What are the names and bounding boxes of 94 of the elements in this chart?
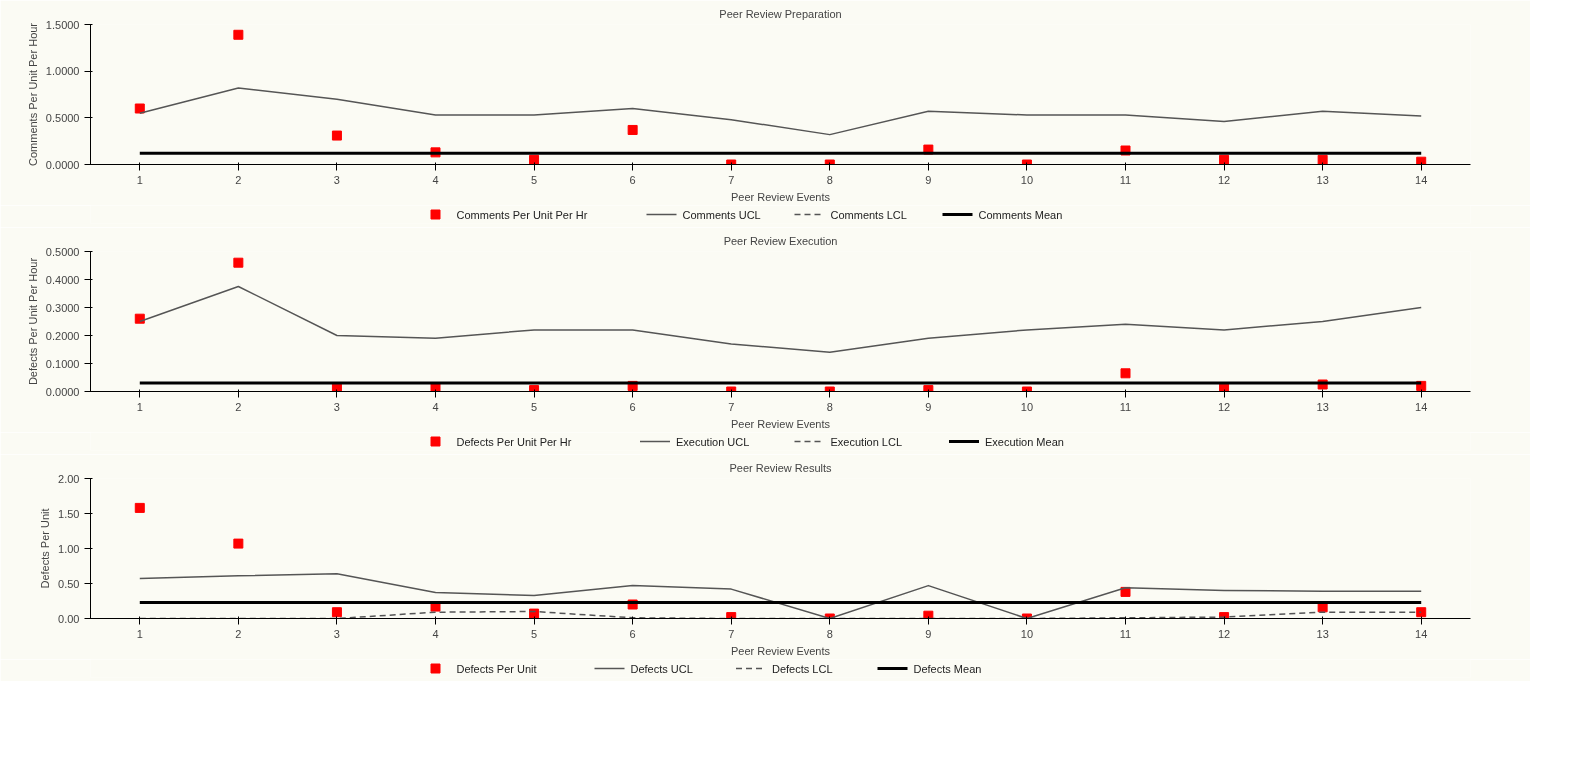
legend-label: Defects Mean (913, 662, 982, 675)
chart-title: Peer Review Results (729, 461, 833, 474)
legend-label: Defects UCL (630, 662, 693, 675)
y-tick-label: 0.0000 (45, 158, 80, 171)
x-tick-label: 4 (432, 173, 439, 186)
y-axis-title: Defects Per Unit (39, 508, 52, 589)
point (529, 154, 540, 165)
x-tick-label: 3 (333, 400, 340, 413)
point (627, 124, 638, 135)
x-tick-label: 2 (235, 627, 242, 640)
y-tick-label: 1.5000 (45, 18, 80, 31)
y-tick-label: 0.4000 (45, 273, 80, 286)
x-tick-label: 11 (1119, 400, 1132, 413)
chart-title: Peer Review Preparation (719, 7, 842, 20)
x-tick-label: 6 (629, 173, 636, 186)
point (134, 313, 145, 324)
point (1317, 154, 1328, 165)
y-tick-label: 0.2000 (45, 329, 80, 342)
point (331, 130, 342, 141)
x-tick-label: 12 (1217, 400, 1231, 413)
y-tick-label: 0.3000 (45, 301, 80, 314)
legend-label: Defects Per Unit Per Hr (456, 435, 572, 448)
x-tick-label: 13 (1316, 627, 1329, 640)
x-tick-label: 3 (333, 627, 340, 640)
x-tick-label: 1 (136, 173, 143, 186)
x-tick-label: 8 (826, 400, 833, 413)
y-axis-title: Defects Per Unit Per Hour (26, 257, 39, 386)
x-tick-label: 8 (826, 173, 833, 186)
y-tick-label: 0.5000 (45, 111, 80, 124)
x-tick-label: 5 (531, 400, 538, 413)
legend-label: Comments UCL (682, 208, 761, 221)
x-tick-label: 14 (1415, 173, 1428, 186)
point (134, 103, 145, 114)
x-tick-label: 4 (432, 627, 439, 640)
x-tick-label: 9 (925, 173, 932, 186)
point (233, 257, 244, 268)
x-tick-label: 8 (826, 627, 833, 640)
legend-label: Comments Per Unit Per Hr (456, 208, 588, 221)
legend-label: Comments LCL (830, 208, 907, 221)
point (233, 538, 244, 549)
x-tick-label: 11 (1119, 173, 1132, 186)
x-tick-label: 12 (1217, 173, 1231, 186)
point (233, 29, 244, 40)
y-tick-label: 2.00 (58, 472, 80, 485)
x-tick-label: 5 (531, 173, 538, 186)
x-axis-title: Peer Review Events (730, 644, 831, 657)
x-tick-label: 14 (1415, 627, 1428, 640)
point (1416, 607, 1427, 618)
x-tick-label: 9 (925, 627, 932, 640)
x-tick-label: 5 (531, 627, 538, 640)
y-tick-label: 0.00 (58, 612, 80, 625)
x-tick-label: 3 (333, 173, 340, 186)
legend-label: Defects LCL (772, 662, 833, 675)
x-tick-label: 13 (1316, 173, 1329, 186)
y-tick-label: 1.00 (58, 542, 80, 555)
x-tick-label: 7 (728, 627, 735, 640)
point (1120, 368, 1131, 379)
x-axis-title: Peer Review Events (730, 417, 831, 430)
x-tick-label: 10 (1020, 173, 1034, 186)
y-tick-label: 0.50 (58, 577, 80, 590)
x-tick-label: 6 (629, 627, 636, 640)
legend-label: Defects Per Unit (456, 662, 537, 675)
x-tick-label: 7 (728, 400, 735, 413)
y-tick-label: 1.0000 (45, 65, 80, 78)
point (331, 607, 342, 618)
y-tick-label: 0.5000 (45, 245, 80, 258)
x-tick-label: 2 (235, 400, 242, 413)
x-tick-label: 6 (629, 400, 636, 413)
legend-label: Execution UCL (676, 435, 750, 448)
x-tick-label: 2 (235, 173, 242, 186)
x-tick-label: 10 (1020, 627, 1034, 640)
y-tick-label: 1.50 (58, 507, 80, 520)
y-axis-title: Comments Per Unit Per Hour (26, 22, 39, 167)
line-series (139, 572, 1422, 619)
x-tick-label: 1 (136, 400, 143, 413)
x-tick-label: 4 (432, 400, 439, 413)
legend-label: Execution LCL (830, 435, 903, 448)
x-axis-title: Peer Review Events (730, 190, 831, 203)
legend-label: Comments Mean (978, 208, 1063, 221)
point (529, 608, 540, 619)
point (134, 502, 145, 513)
x-tick-label: 1 (136, 627, 143, 640)
x-tick-label: 13 (1316, 400, 1329, 413)
x-tick-label: 11 (1119, 627, 1132, 640)
y-tick-label: 0.0000 (45, 385, 80, 398)
x-tick-label: 12 (1217, 627, 1231, 640)
point (1219, 154, 1230, 165)
x-tick-label: 14 (1415, 400, 1428, 413)
x-tick-label: 7 (728, 173, 735, 186)
x-tick-label: 9 (925, 400, 932, 413)
chart-title: Peer Review Execution (723, 234, 838, 247)
legend-label: Execution Mean (985, 435, 1064, 448)
y-tick-label: 0.1000 (45, 357, 80, 370)
x-tick-label: 10 (1020, 400, 1034, 413)
